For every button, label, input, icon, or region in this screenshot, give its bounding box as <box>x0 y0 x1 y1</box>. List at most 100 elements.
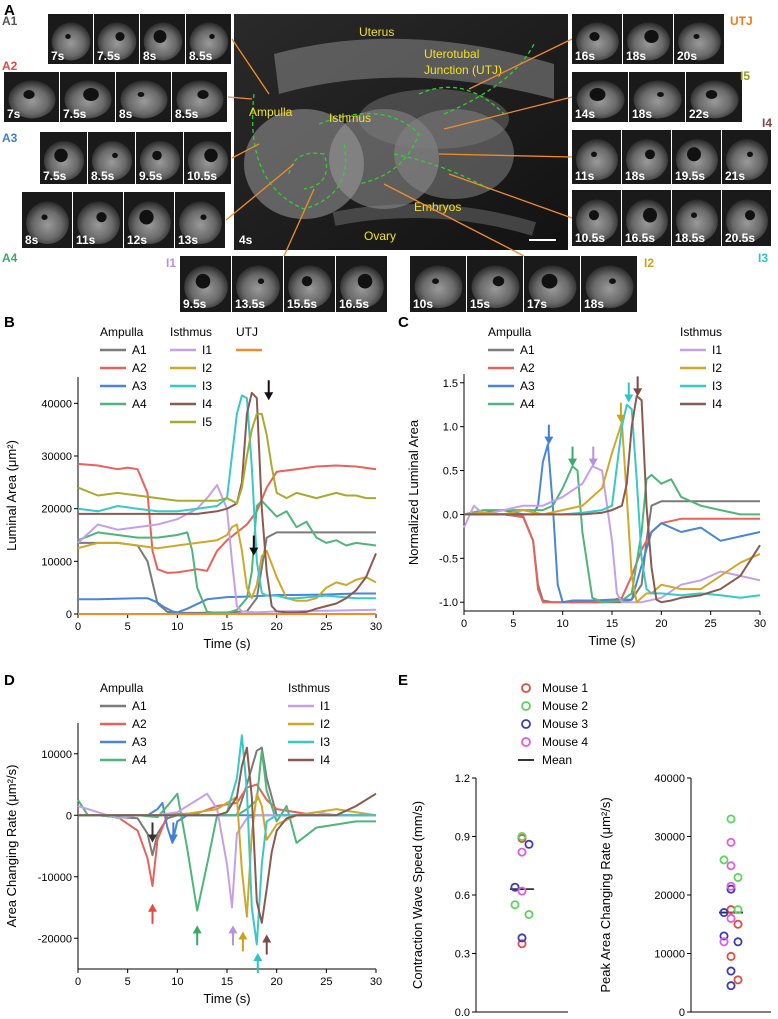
y-tick-label-e2: 30000 <box>654 832 685 844</box>
frame-lumen-i5-1 <box>589 88 606 101</box>
y-tick-label-d: 0 <box>66 810 72 822</box>
y-tick-label-c: -0.5 <box>439 553 458 565</box>
frame-time-utj-1: 16s <box>575 49 595 63</box>
legend-label-b-a4: A4 <box>132 397 147 411</box>
frame-tissue-a4-2 <box>77 201 120 245</box>
x-tick-label-c: 10 <box>557 618 569 630</box>
connector-i3 <box>448 173 573 219</box>
arrow-d-1 <box>148 903 157 912</box>
frame-lumen-a4-3 <box>139 209 154 225</box>
connector-a4 <box>225 163 295 221</box>
legend-label-c-a4: A4 <box>520 397 535 411</box>
point-e2-6 <box>719 855 729 865</box>
frame-tissue-a1-1 <box>51 22 91 61</box>
legend-label-b-i5: I5 <box>202 415 212 429</box>
point-e1-4 <box>510 900 520 910</box>
point-e2-8 <box>733 905 743 915</box>
point-e1-3 <box>517 831 527 841</box>
y-axis-label-e2: Peak Area Changing Rate (μm²/s) <box>598 797 613 992</box>
connector-utj <box>468 38 573 90</box>
legend-title-c-0: Ampulla <box>488 325 532 339</box>
frame-tissue-i2-1 <box>414 265 463 309</box>
frame-tissue-i1-3 <box>288 265 332 309</box>
panel-letter-d: D <box>4 672 15 689</box>
frame-lumen-utj-2 <box>644 30 659 43</box>
frame-tissue-a2-4 <box>176 80 224 119</box>
series-line-c-a1 <box>464 500 760 604</box>
frame-time-a3-1: 7.5s <box>43 169 67 183</box>
series-line-c-i4 <box>464 394 761 604</box>
legend-label-c-i4: I4 <box>712 397 722 411</box>
y-tick-label-e2: 10000 <box>654 949 685 961</box>
point-e2-5 <box>726 814 736 824</box>
x-tick-label-b: 10 <box>171 621 183 633</box>
x-tick-label-d: 30 <box>370 976 382 988</box>
frame-tissue-i2-4 <box>585 265 634 309</box>
point-e2-2 <box>733 919 743 929</box>
frame-lumen-a2-4 <box>197 90 209 99</box>
label-ovary: Ovary <box>364 229 396 243</box>
point-e1-9 <box>517 847 527 857</box>
legend-marker-mouse-3 <box>521 719 531 729</box>
label-ampulla: Ampulla <box>249 105 293 119</box>
legend-label-c-a2: A2 <box>520 361 535 375</box>
x-tick-label-c: 20 <box>655 618 667 630</box>
frame-time-a1-3: 8s <box>143 49 157 63</box>
frame-time-i4-1: 11s <box>575 169 595 183</box>
frame-tissue-i2-2 <box>471 265 520 309</box>
legend-marker-mouse-1 <box>521 683 531 693</box>
frame-tissue-a2-1 <box>8 80 56 119</box>
legend-label-d-a2: A2 <box>132 717 147 731</box>
x-tick-label-c: 30 <box>754 618 766 630</box>
strip-label-i5: I5 <box>740 69 750 83</box>
x-tick-label-b: 5 <box>125 621 131 633</box>
frame-time-i5-3: 22s <box>689 107 709 121</box>
strip-label-a4: A4 <box>2 251 18 265</box>
ovary-tissue <box>332 204 537 236</box>
legend-label-b-a1: A1 <box>132 343 147 357</box>
frame-time-i4-4: 21s <box>725 169 745 183</box>
point-e1-7 <box>510 882 520 892</box>
frame-tissue-i3-3 <box>676 199 718 243</box>
arrow-b-2 <box>249 547 259 556</box>
frame-time-a2-2: 7.5s <box>63 107 87 121</box>
point-e2-11 <box>719 931 729 941</box>
frame-time-i1-1: 9.5s <box>183 297 207 311</box>
legend-label-b-a2: A2 <box>132 361 147 375</box>
legend-title-b-2: UTJ <box>236 325 258 339</box>
panel-letter-e: E <box>398 672 409 689</box>
x-tick-label-d: 10 <box>171 976 183 988</box>
frame-lumen-a2-1 <box>23 90 35 99</box>
legend-label-d-i2: I2 <box>320 717 330 731</box>
legend-label-b-i1: I1 <box>202 343 212 357</box>
frame-time-i4-3: 19.5s <box>675 169 705 183</box>
frame-lumen-i2-3 <box>541 273 558 289</box>
arrow-c-3 <box>588 458 598 467</box>
point-e2-3 <box>726 951 736 961</box>
series-line-c-i2 <box>463 421 761 604</box>
x-tick-label-b: 20 <box>271 621 283 633</box>
arrow-c-2 <box>568 458 578 467</box>
strip-label-a2: A2 <box>2 59 18 73</box>
y-tick-label-e2: 20000 <box>654 890 685 902</box>
frame-tissue-i1-2 <box>236 265 280 309</box>
frame-time-utj-3: 20s <box>677 49 697 63</box>
arrow-d-8 <box>262 934 272 943</box>
strip-label-i4: I4 <box>762 116 772 130</box>
y-tick-label-e2: 40000 <box>654 773 685 785</box>
x-tick-label-d: 0 <box>75 976 81 988</box>
series-line-c-a2 <box>464 513 760 604</box>
chart-e-scatter: Mouse 1 Mouse 2 Mouse 3 Mouse 4 Mean 0.0 0.3 0.… <box>410 681 771 1019</box>
y-tick-label-b: 30000 <box>41 451 72 463</box>
frame-lumen-a3-2 <box>112 152 118 158</box>
legend-label-d-i4: I4 <box>320 753 330 767</box>
legend-marker-mouse-2 <box>521 701 531 711</box>
frame-lumen-i5-2 <box>657 92 664 97</box>
frame-tissue-i4-2 <box>626 139 668 181</box>
point-e2-14 <box>726 981 736 991</box>
x-tick-label-d: 5 <box>125 976 131 988</box>
legend-label-b-i4: I4 <box>202 397 212 411</box>
chart-d-area-changing-rate: 0 5 10 15 20 25 30 -20000 -10000 0 10000 Time (s) Ar… <box>4 681 382 1006</box>
frame-time-i2-3: 17s <box>527 297 547 311</box>
label-utj-line2: Junction (UTJ) <box>424 63 502 77</box>
